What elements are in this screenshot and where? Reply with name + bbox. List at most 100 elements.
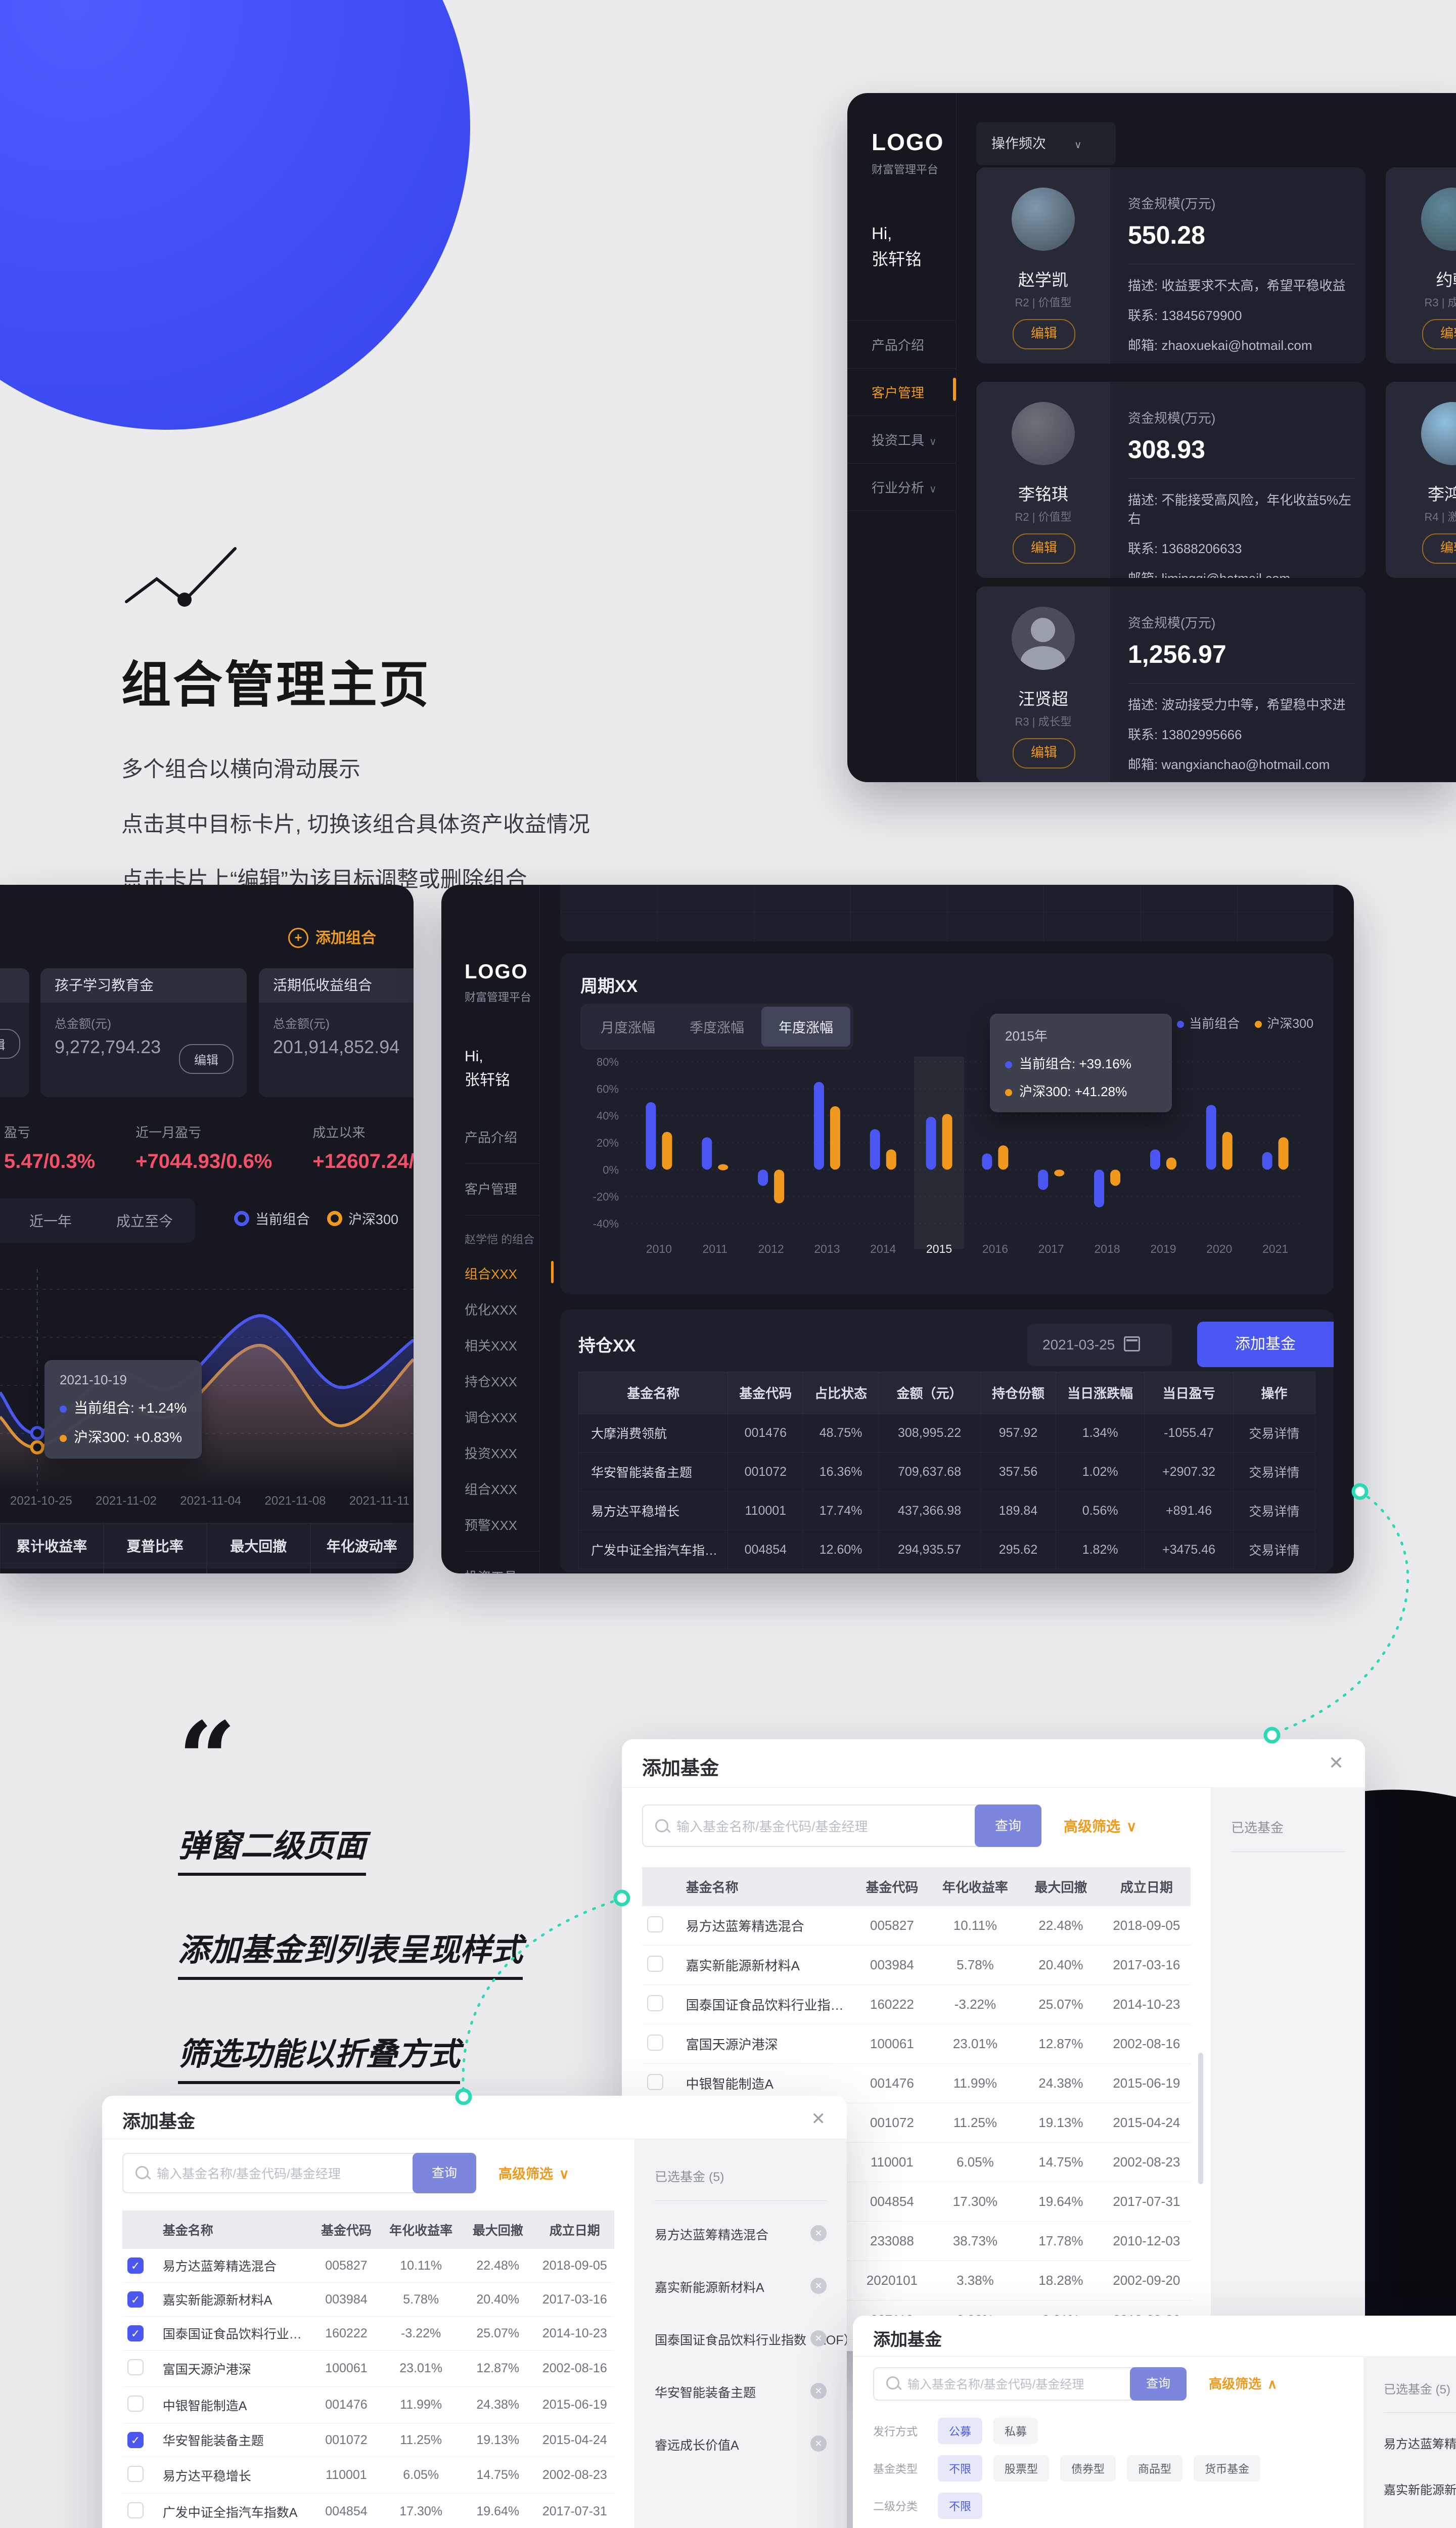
annual-return-bar-chart: 80% 60% 40% 20% 0% -20% -40% 2010 2011 2012 2013 20… <box>593 1056 1303 1255</box>
cycle-tab-bar[interactable]: 月度涨幅 季度涨幅 年度涨幅 <box>580 1004 853 1050</box>
close-icon[interactable]: ✕ <box>1328 1752 1344 1773</box>
trade-detail-link[interactable]: 交易详情 <box>1233 1413 1316 1453</box>
checkbox-checked[interactable]: ✓ <box>127 2432 144 2448</box>
table-row[interactable]: 国泰国证食品饮料行业指数... 160222 -3.22% 25.07% 2014-10… <box>642 1984 1191 2024</box>
table-row[interactable]: 易方达蓝筹精选混合 005827 10.11% 22.48% 2018-09-05 <box>642 1906 1191 1946</box>
checkbox-checked[interactable]: ✓ <box>127 2325 144 2341</box>
range-tab[interactable]: 成立至今 <box>116 1213 173 1229</box>
sidebar-item-投资工具[interactable]: 投资工具∨ <box>465 1567 539 1573</box>
trade-detail-link[interactable]: 交易详情 <box>1233 1452 1316 1492</box>
checkbox-unchecked[interactable] <box>127 2502 144 2518</box>
table-row[interactable]: 富国天源沪港深 100061 23.01% 12.87% 2002-08-16 <box>642 2024 1191 2064</box>
checkbox-unchecked[interactable] <box>127 2359 144 2375</box>
edit-button[interactable]: 编辑 <box>1422 533 1456 564</box>
advanced-filter-toggle[interactable]: 高级筛选 ∨ <box>498 2163 569 2183</box>
remove-icon[interactable]: ✕ <box>810 2330 827 2346</box>
query-button[interactable]: 查询 <box>1130 2367 1187 2401</box>
table-row[interactable]: ✓ 国泰国证食品饮料行业指数... 160222 -3.22% 25.07% 2014-1… <box>122 2316 614 2351</box>
range-tab[interactable]: 近一年 <box>29 1213 72 1229</box>
edit-button[interactable]: 编辑 <box>1013 738 1075 769</box>
tab-季度涨幅[interactable]: 季度涨幅 <box>690 1020 744 1035</box>
add-fund-button[interactable]: 添加基金 <box>1197 1322 1334 1367</box>
tab-年度涨幅[interactable]: 年度涨幅 <box>761 1007 850 1047</box>
checkbox-unchecked[interactable] <box>647 2035 663 2051</box>
trade-detail-link[interactable]: 交易详情 <box>1233 1491 1316 1530</box>
customer-card[interactable]: 赵学凯 R2 | 价值型 编辑 资金规模(万元) 550.28 描述: 收益要求不太高，希… <box>976 167 1366 364</box>
checkbox-unchecked[interactable] <box>127 2396 144 2412</box>
tab-月度涨幅[interactable]: 月度涨幅 <box>601 1020 655 1035</box>
filter-chip-不限[interactable]: 不限 <box>938 2493 983 2519</box>
filter-chip-债券型[interactable]: 债券型 <box>1060 2455 1116 2481</box>
table-row[interactable]: 华安智能装备主题 001072 16.36% 709,637.68 357.56 1.02… <box>578 1452 1316 1492</box>
advanced-filter-toggle[interactable]: 高级筛选 ∨ <box>1064 1816 1137 1836</box>
portfolio-card-clipped[interactable]: 编辑 <box>0 968 29 1097</box>
query-button[interactable]: 查询 <box>413 2153 476 2193</box>
filter-chip-不限[interactable]: 不限 <box>938 2455 983 2481</box>
range-tab-bar[interactable]: 半年 近一年 成立至今 <box>0 1198 196 1243</box>
table-row[interactable]: 大摩消费领航 001476 48.75% 308,995.22 957.92 1.34% -… <box>578 1413 1316 1453</box>
sidebar-item-产品介绍[interactable]: 产品介绍 <box>847 321 956 368</box>
table-row[interactable]: 中银智能制造A 001476 11.99% 24.38% 2015-06-19 <box>642 2063 1191 2103</box>
sidebar-item-持仓XXX[interactable]: 持仓XXX <box>465 1374 518 1389</box>
advanced-filter-toggle[interactable]: 高级筛选 ∧ <box>1209 2374 1277 2392</box>
checkbox-unchecked[interactable] <box>647 1916 663 1932</box>
table-row[interactable]: 富国天源沪港深 100061 23.01% 12.87% 2002-08-16 <box>122 2350 614 2387</box>
remove-icon[interactable]: ✕ <box>810 2225 827 2241</box>
table-row[interactable]: 易方达平稳增长 110001 17.74% 437,366.98 189.84 0.56%… <box>578 1491 1316 1530</box>
add-portfolio-button[interactable]: + 添加组合 <box>288 925 376 948</box>
sidebar-item-客户管理[interactable]: 客户管理 <box>465 1182 518 1197</box>
filter-chip-股票型[interactable]: 股票型 <box>993 2455 1050 2481</box>
remove-icon[interactable]: ✕ <box>810 2383 827 2399</box>
portfolio-card[interactable]: 活期低收益组合 总金额(元) 201,914,852.94 <box>259 968 414 1097</box>
range-tab[interactable]: 半年 <box>0 1198 7 1243</box>
edit-button[interactable]: 编辑 <box>1013 319 1075 349</box>
query-button[interactable]: 查询 <box>975 1804 1041 1847</box>
close-icon[interactable]: ✕ <box>811 2109 826 2129</box>
checkbox-checked[interactable]: ✓ <box>127 2258 144 2274</box>
sidebar-item-调仓XXX[interactable]: 调仓XXX <box>465 1410 518 1425</box>
trade-detail-link[interactable]: 交易详情 <box>1233 1530 1316 1569</box>
sidebar-item-组合XXX[interactable]: 组合XXX <box>465 1482 518 1497</box>
filter-chip-私募[interactable]: 私募 <box>993 2418 1038 2444</box>
checkbox-unchecked[interactable] <box>647 1995 663 2011</box>
table-scrollbar[interactable] <box>1198 2053 1203 2184</box>
table-row[interactable]: 中银智能制造A 001476 11.99% 24.38% 2015-06-19 <box>122 2386 614 2423</box>
table-row[interactable]: ✓ 嘉实新能源新材料A 003984 5.78% 20.40% 2017-03-16 <box>122 2282 614 2317</box>
table-row[interactable]: ✓ 华安智能装备主题 001072 11.25% 19.13% 2015-04-24 <box>122 2423 614 2457</box>
frequency-dropdown[interactable]: 操作频次 ∨ <box>976 122 1116 165</box>
edit-button[interactable]: 编辑 <box>0 1029 20 1059</box>
filter-chip-商品型[interactable]: 商品型 <box>1127 2455 1183 2481</box>
table-row[interactable]: 嘉实新能源新材料A 003984 5.78% 20.40% 2017-03-16 <box>642 1945 1191 1985</box>
edit-button[interactable]: 编辑 <box>1013 533 1075 564</box>
edit-button[interactable]: 编辑 <box>1422 319 1456 349</box>
filter-chip-公募[interactable]: 公募 <box>938 2418 983 2444</box>
checkbox-unchecked[interactable] <box>647 1956 663 1972</box>
sidebar-item-投资XXX[interactable]: 投资XXX <box>465 1446 518 1461</box>
cell: 003984 <box>311 2282 382 2317</box>
sidebar-item-投资工具[interactable]: 投资工具∨ <box>847 416 956 463</box>
remove-icon[interactable]: ✕ <box>810 2278 827 2294</box>
table-row[interactable]: 广发中证全指汽车指数A 004854 12.60% 294,935.57 295.62 1… <box>578 1530 1316 1569</box>
sidebar-item-相关XXX[interactable]: 相关XXX <box>465 1338 518 1353</box>
remove-icon[interactable]: ✕ <box>810 2435 827 2452</box>
customer-card[interactable]: 李铭琪 R2 | 价值型 编辑 资金规模(万元) 308.93 描述: 不能接受高风险，年… <box>976 382 1366 578</box>
filter-chip-货币基金[interactable]: 货币基金 <box>1194 2455 1261 2481</box>
checkbox-unchecked[interactable] <box>647 2074 663 2090</box>
checkbox-unchecked[interactable] <box>127 2466 144 2482</box>
sidebar-item-预警XXX[interactable]: 预警XXX <box>465 1518 518 1533</box>
table-row[interactable]: ✓ 易方达蓝筹精选混合 005827 10.11% 22.48% 2018-09-05 <box>122 2249 614 2283</box>
sidebar-item-优化XXX[interactable]: 优化XXX <box>465 1302 518 1318</box>
customer-card[interactable]: 李鸿霖 R4 | 激进型编辑 <box>1386 382 1456 578</box>
customer-card[interactable]: 汪贤超 R3 | 成长型 编辑 资金规模(万元) 1,256.97 描述: 波动接受力中等… <box>976 586 1366 782</box>
portfolio-card[interactable]: 孩子学习教育金 总金额(元) 9,272,794.23 编辑 <box>40 968 247 1097</box>
sidebar-item-行业分析[interactable]: 行业分析 ∨ <box>847 463 956 512</box>
checkbox-checked[interactable]: ✓ <box>127 2291 144 2308</box>
date-picker[interactable]: 2021-03-25 <box>1027 1324 1172 1366</box>
edit-button[interactable]: 编辑 <box>179 1044 234 1074</box>
sidebar-item-组合XXX[interactable]: 组合XXX <box>465 1261 554 1283</box>
sidebar-item-产品介绍[interactable]: 产品介绍 <box>465 1130 518 1145</box>
sidebar-item-客户管理[interactable]: 客户管理 <box>847 368 956 416</box>
